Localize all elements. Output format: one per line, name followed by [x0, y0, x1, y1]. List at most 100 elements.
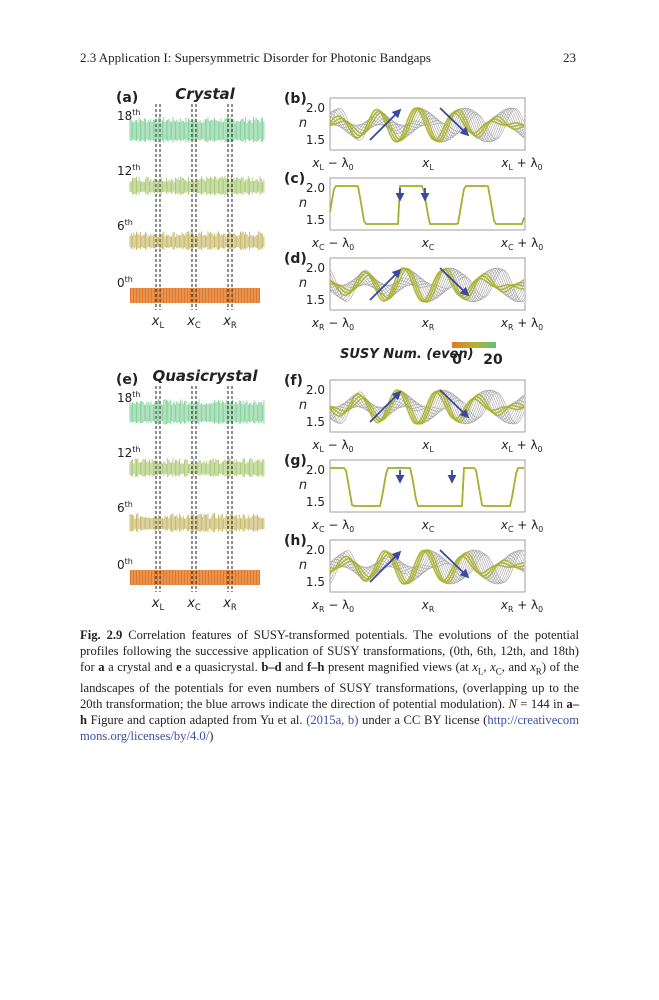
colorbar-title: SUSY Num. (even) [340, 347, 474, 362]
potential-curve [330, 467, 524, 507]
order-suffix: th [125, 500, 133, 509]
potential-curve [330, 467, 524, 507]
label-part: R [319, 323, 325, 332]
label-part: + λ [513, 156, 538, 170]
order-number: 6 [117, 219, 125, 233]
y-axis-label: n [299, 116, 307, 131]
label-part: x [421, 156, 430, 170]
potential-curve [330, 467, 524, 507]
label-part: R [231, 602, 237, 612]
caption-link[interactable]: (2015a, b) [306, 712, 359, 727]
label-part: 0 [349, 163, 354, 172]
y-axis-label: n [299, 558, 307, 573]
axis-label: xC [421, 236, 435, 252]
order-label: 12th [117, 163, 141, 178]
y-axis-label: n [299, 276, 307, 291]
label-part: L [429, 445, 434, 454]
order-number: 12 [117, 164, 132, 178]
plot-frame [329, 379, 526, 433]
y-tick-label: 1.5 [306, 293, 325, 307]
axis-label: xR [222, 596, 237, 612]
label-part: R [429, 323, 435, 332]
label-part: x [151, 596, 160, 611]
plot-frame [329, 539, 526, 593]
panel-label: (a) [116, 90, 138, 106]
label-part: x [222, 314, 231, 329]
axis-label: xL [421, 438, 434, 454]
potential-curve [329, 389, 525, 424]
axis-label: xR − λ0 [311, 316, 354, 332]
modulation-arrow [369, 268, 402, 301]
y-axis-label: n [299, 196, 307, 211]
caption-text: Figure and caption adapted from Yu et al… [87, 712, 307, 727]
caption-text: x [490, 660, 496, 674]
label-part: + λ [513, 438, 538, 452]
order-number: 12 [117, 446, 132, 460]
label-part: x [421, 236, 430, 250]
caption-text: = 144 in [516, 696, 567, 711]
label-part: x [500, 518, 509, 532]
axis-label: xC + λ0 [500, 518, 543, 534]
potential-curve [329, 389, 525, 425]
label-part: L [319, 163, 324, 172]
label-part: 0 [349, 445, 354, 454]
label-part: 0 [538, 525, 543, 534]
y-tick-label: 2.0 [306, 383, 325, 397]
order-label: 0th [117, 557, 133, 572]
axis-label: xL [151, 596, 165, 612]
modulation-arrow [369, 550, 402, 583]
potential-curve [330, 467, 524, 507]
order-label: 18th [117, 108, 141, 123]
label-part: C [508, 525, 514, 534]
label-part: − λ [324, 598, 349, 612]
potential-curve [329, 267, 525, 303]
colorbar [452, 342, 496, 348]
label-part: R [508, 323, 514, 332]
label-part: 0 [349, 605, 354, 614]
caption-text: a [98, 660, 105, 674]
panel-label: (b) [284, 91, 307, 107]
axis-label: xC − λ0 [311, 518, 354, 534]
label-part: C [319, 243, 325, 252]
label-part: x [421, 316, 430, 330]
panel-title: Crystal [175, 85, 235, 103]
figure-caption: Fig. 2.9 Correlation features of SUSY-tr… [80, 627, 579, 744]
label-part: x [421, 438, 430, 452]
order-label: 18th [117, 390, 141, 405]
potential-curve [329, 108, 525, 143]
y-tick-label: 2.0 [306, 543, 325, 557]
caption-text: under a CC BY license ( [358, 712, 488, 727]
label-part: L [160, 320, 165, 330]
label-part: − λ [324, 438, 349, 452]
label-part: L [508, 163, 513, 172]
potential-curve [329, 550, 525, 585]
potential-curve [329, 185, 525, 225]
y-tick-label: 1.5 [306, 415, 325, 429]
caption-text: N [508, 696, 517, 711]
caption-text: x [472, 660, 478, 674]
label-part: x [311, 236, 320, 250]
panel-title: Quasicrystal [152, 367, 258, 385]
potential-curve [330, 467, 524, 507]
y-tick-label: 2.0 [306, 101, 325, 115]
label-part: L [429, 163, 434, 172]
y-tick-label: 1.5 [306, 495, 325, 509]
panel-label: (e) [116, 372, 138, 388]
caption-text: a crystal and [104, 660, 177, 674]
label-part: x [311, 438, 320, 452]
potential-curve [329, 389, 525, 425]
order-suffix: th [125, 275, 133, 284]
label-part: x [186, 314, 195, 329]
label-part: + λ [513, 598, 538, 612]
caption-text: ) [209, 728, 214, 743]
caption-text: Correlation features of SUSY-transformed… [80, 628, 580, 674]
order-number: 0 [117, 276, 125, 290]
modulation-arrow [439, 389, 470, 419]
label-part: C [508, 243, 514, 252]
label-part: x [500, 156, 509, 170]
order-label: 12th [117, 445, 141, 460]
caption-link[interactable]: http://creativecommons.org/licenses/by/4… [80, 712, 579, 743]
caption-text: f–h [306, 660, 325, 674]
colorbar-max: 20 [483, 352, 503, 368]
caption-text: Fig. 2.9 [80, 628, 123, 642]
